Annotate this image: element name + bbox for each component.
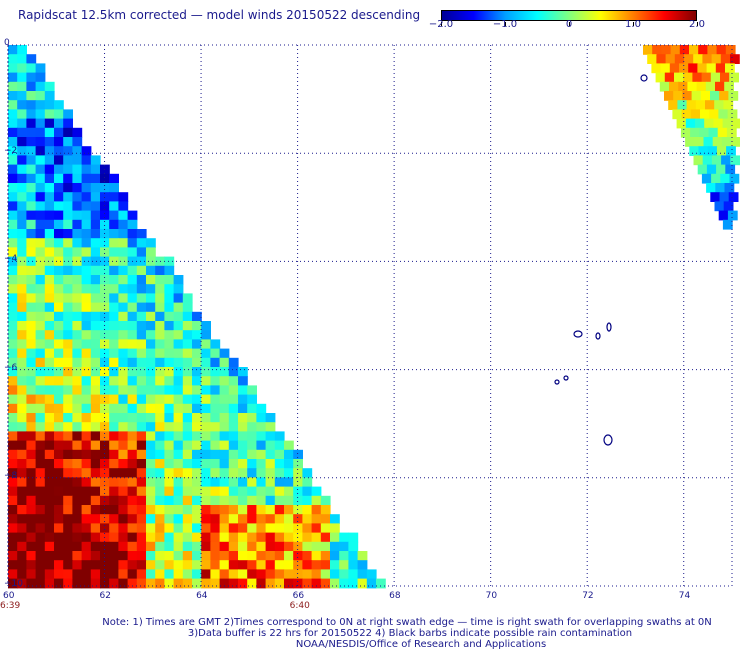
colorbar-tick-label: −2.0: [428, 19, 454, 30]
y-tick-label: −10: [4, 579, 23, 589]
colorbar-gradient: [441, 10, 697, 21]
colorbar-tick-label: 0: [565, 19, 573, 30]
colorbar-tick: [505, 22, 506, 26]
y-tick-label: −2: [4, 146, 18, 157]
colorbar-tick: [441, 22, 442, 26]
swath-time-label: 6:39: [0, 601, 21, 611]
colorbar-tick-label: 1.0: [625, 19, 641, 30]
x-tick-label: 70: [485, 591, 498, 601]
colorbar-tick: [633, 22, 634, 26]
y-tick-label: 0: [4, 38, 10, 48]
map-svg: [7, 44, 740, 589]
x-tick-label: 60: [3, 591, 15, 601]
plot-title: Rapidscat 12.5km corrected — model winds…: [18, 8, 421, 22]
x-tick-label: 68: [389, 591, 401, 601]
map-plot: [7, 44, 740, 589]
note-line-2: 3)Data buffer is 22 hrs for 20150522 4) …: [187, 628, 633, 639]
y-tick-label: −6: [4, 362, 18, 373]
y-tick-label: −4: [4, 254, 18, 265]
x-tick-label: 66: [292, 591, 305, 601]
colorbar-tick: [697, 22, 698, 26]
colorbar-tick: [569, 22, 570, 26]
note-line-3: NOAA/NESDIS/Office of Research and Appli…: [295, 639, 547, 650]
note-line-1: Note: 1) Times are GMT 2)Times correspon…: [102, 617, 712, 628]
wind-difference-cells: [8, 45, 740, 589]
colorbar-tick-label: 2.0: [689, 19, 705, 30]
island-outlines: [554, 74, 648, 446]
swath-time-label: 6:40: [289, 601, 310, 611]
x-tick-label: 62: [99, 591, 111, 601]
x-tick-label: 74: [678, 591, 691, 601]
y-tick-label: −8: [4, 470, 18, 481]
x-tick-label: 64: [196, 591, 208, 601]
x-tick-label: 72: [582, 591, 594, 601]
colorbar-tick-label: −1.0: [492, 19, 518, 30]
colorbar: −2.0 −1.0 0 1.0 2.0: [429, 10, 705, 44]
